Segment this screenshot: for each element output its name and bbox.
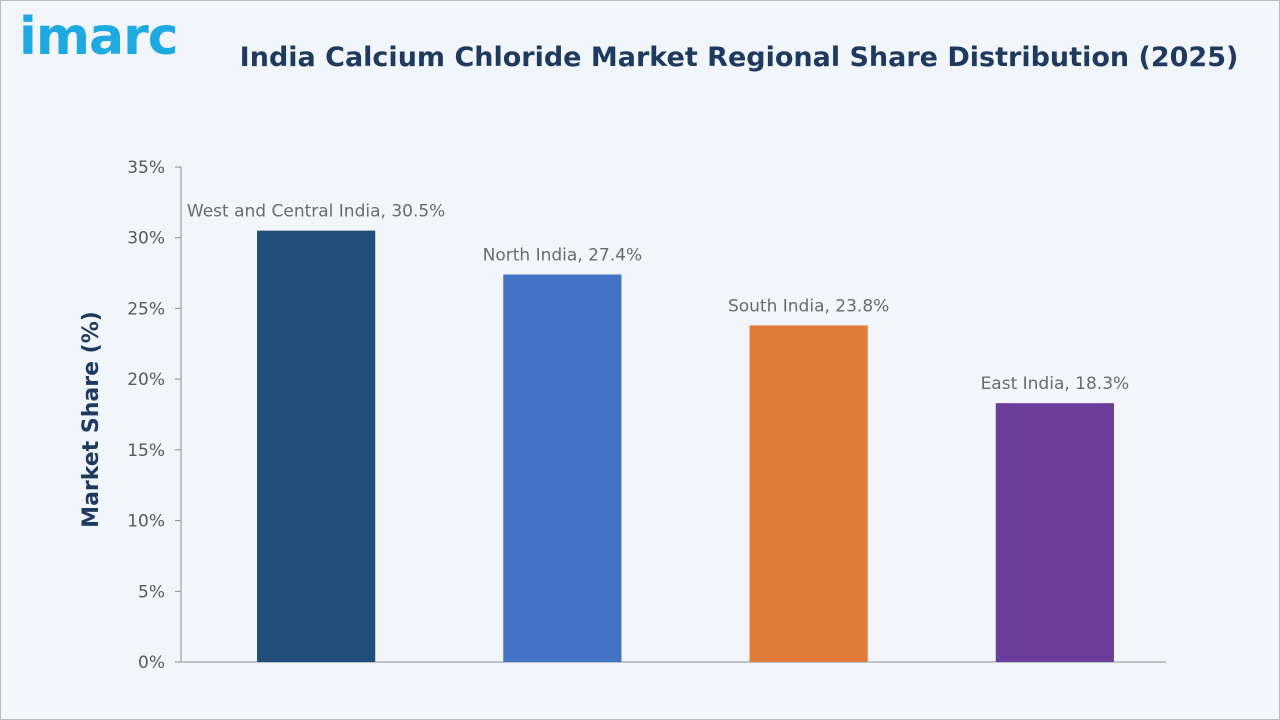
data-label: West and Central India, 30.5% <box>187 202 445 222</box>
y-axis-title: Market Share (%) <box>79 311 104 528</box>
data-label: East India, 18.3% <box>981 374 1130 394</box>
chart-title: India Calcium Chloride Market Regional S… <box>239 42 1239 73</box>
bar-north-india <box>503 274 622 662</box>
y-tick-label: 10% <box>127 512 165 532</box>
y-tick-label: 35% <box>127 158 165 178</box>
bar-south-india <box>749 325 868 662</box>
y-tick-label: 25% <box>127 299 165 319</box>
bar-east-india <box>995 403 1114 662</box>
y-tick-label: 0% <box>138 653 165 673</box>
bar-west-and-central-india <box>257 230 376 662</box>
y-tick-label: 15% <box>127 441 165 461</box>
y-tick-label: 20% <box>127 370 165 390</box>
data-label: South India, 23.8% <box>728 296 889 316</box>
data-label: North India, 27.4% <box>483 245 642 265</box>
imarc-logo: imarc <box>19 7 179 67</box>
y-tick-label: 5% <box>138 582 165 602</box>
y-tick-label: 30% <box>127 229 165 249</box>
